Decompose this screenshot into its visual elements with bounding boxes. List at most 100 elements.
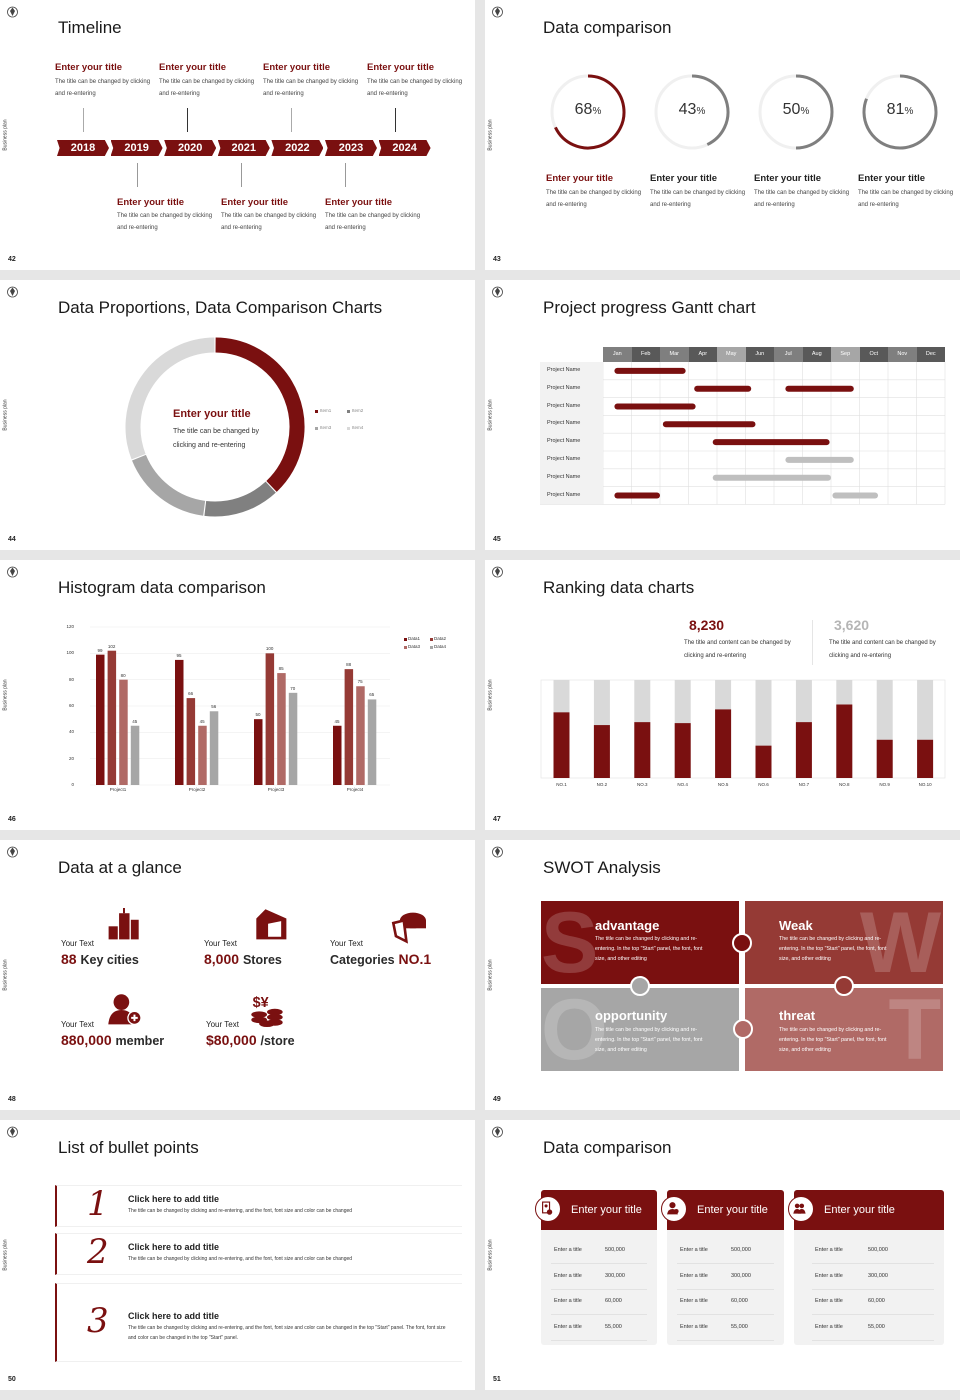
gantt-bar — [832, 492, 879, 499]
bullet-item[interactable]: 1 Click here to add title The title can be… — [55, 1184, 462, 1227]
swot-weak[interactable]: W Weak The title can be changed by clickin… — [745, 901, 943, 984]
bar-project3-data4 — [288, 692, 298, 785]
slide-44[interactable]: Business plan 44 Data Proportions, Data Co… — [0, 280, 475, 550]
user-info-icon-part — [674, 1209, 679, 1214]
card-header: Enter your title — [794, 1190, 944, 1230]
glance-label: Your Text — [61, 939, 94, 948]
bar-project2-data2 — [186, 698, 196, 785]
rank-bar-no7 — [795, 722, 812, 778]
x-tick-label: NO.9 — [879, 782, 890, 787]
legend-label: Item1 — [320, 408, 332, 413]
gantt-month-header: Aug — [802, 347, 831, 362]
glance-value: 8,000 Stores — [204, 951, 282, 967]
card-row-label: Enter a title — [680, 1298, 708, 1304]
x-tick-label: Project1 — [109, 787, 127, 792]
gantt-month-header: Jan — [603, 347, 632, 362]
bar-project3-data3 — [277, 673, 286, 785]
slide-45[interactable]: Business plan 45 Project progress Gantt ch… — [485, 280, 960, 550]
y-tick-label: 80 — [68, 676, 74, 682]
ring-progress-arc — [554, 74, 626, 150]
timeline-year: 2019 — [110, 140, 163, 156]
glance-value: 88 Key cities — [61, 951, 139, 967]
swot-title: opportunity — [595, 1008, 668, 1023]
gantt-bar — [785, 456, 854, 463]
gantt-month-header: Feb — [631, 347, 660, 362]
y-tick-label: 60 — [68, 703, 74, 708]
card-icon-circle — [788, 1196, 814, 1222]
ring-desc: The title can be changed by clicking and… — [546, 190, 642, 208]
crest-logo-icon — [7, 566, 18, 578]
coins-icon: $¥ — [251, 995, 283, 1028]
card-row-value: 500,000 — [868, 1247, 888, 1253]
slide-48[interactable]: Business plan 48 Data at a glance Your Text… — [0, 840, 475, 1110]
rank-bar-no9 — [876, 739, 893, 778]
gantt-row-label: Project Name — [540, 486, 603, 505]
page-number: 44 — [8, 536, 16, 543]
ring-unit: % — [800, 106, 810, 117]
stat-divider — [812, 620, 813, 665]
slide-47[interactable]: Business plan 47 Ranking data charts 8,230 T… — [485, 560, 960, 830]
x-tick-label: NO.5 — [717, 782, 729, 787]
progress-ring — [550, 74, 626, 150]
add-member-icon — [108, 994, 142, 1026]
glance-number: $80,000 — [206, 1032, 257, 1048]
card-row: Enter a title 60,000 — [812, 1289, 934, 1315]
swot-desc: The title can be changed by clicking and… — [595, 1027, 703, 1053]
y-tick-label: 20 — [68, 755, 74, 761]
slide-43[interactable]: Business plan 43 Data comparison 68% Enter y… — [485, 0, 960, 270]
card-row: Enter a title 60,000 — [677, 1289, 774, 1315]
ring-desc: The title can be changed by clicking and… — [650, 190, 746, 208]
timeline-item-desc: The title can be changed by clicking and… — [367, 79, 463, 97]
gantt-bar — [614, 492, 660, 499]
rank-bar-no4 — [674, 723, 691, 778]
glance-unit: /store — [260, 1034, 295, 1048]
timeline-item-title: Enter your title — [325, 197, 393, 208]
ring-value-label: 68% — [548, 101, 628, 119]
bar-data-label: 45 — [334, 718, 340, 724]
donut-slice-item4 — [125, 337, 215, 460]
card-title: Enter your title — [697, 1204, 768, 1216]
timeline-year: 2024 — [378, 140, 431, 156]
user-group-icon — [793, 1203, 806, 1214]
ring-value-label: 43% — [652, 101, 732, 119]
glance-value: Categories NO.1 — [330, 951, 431, 967]
x-tick-label: NO.10 — [918, 782, 932, 787]
timeline-item-title: Enter your title — [55, 62, 123, 73]
bar-project1-data2 — [107, 650, 117, 785]
slide-42[interactable]: Business plan 42 Timeline 2018 2019 2020 2021 2… — [0, 0, 475, 270]
bar-project2-data4 — [209, 711, 219, 785]
bar-project1-data1 — [96, 654, 105, 785]
swot-title: Weak — [779, 918, 813, 933]
gantt-grid — [540, 362, 946, 505]
card-row-label: Enter a title — [680, 1323, 708, 1330]
gantt-row-label: Project Name — [540, 397, 603, 416]
bullet-title: Click here to add title — [128, 1310, 220, 1321]
glance-label: Your Text — [204, 939, 237, 948]
timeline-year: 2023 — [325, 140, 377, 156]
gantt-month-header: Mar — [660, 347, 689, 362]
puzzle-knob — [732, 933, 752, 953]
slide-51[interactable]: Business plan 51 Data comparison Enter your… — [485, 1120, 960, 1390]
card-row: Enter a title 300,000 — [677, 1264, 774, 1290]
pie-chart-icon-part — [391, 918, 408, 944]
crest-logo-icon — [7, 846, 18, 858]
legend-swatch — [404, 638, 407, 641]
bullet-item[interactable]: 2 Click here to add title The title can be… — [55, 1232, 462, 1275]
side-label: Business plan — [2, 959, 9, 991]
swot-letter: T — [888, 988, 941, 1071]
legend-swatch — [404, 646, 407, 649]
rank-bar-no3 — [634, 722, 651, 778]
slide-50[interactable]: Business plan 50 List of bullet points 1 Cli… — [0, 1120, 475, 1390]
bar-data-label: 99 — [97, 647, 103, 653]
bullet-item[interactable]: 3 Click here to add title The title can be… — [55, 1283, 462, 1362]
card-row: Enter a title 55,000 — [551, 1315, 647, 1341]
slide-46[interactable]: Business plan 46 Histogram data comparison… — [0, 560, 475, 830]
gantt-month-header: Nov — [888, 347, 917, 362]
x-tick-label: NO.4 — [677, 782, 688, 787]
bar-data-label: 45 — [132, 718, 138, 724]
card-row-value: 300,000 — [868, 1272, 888, 1279]
